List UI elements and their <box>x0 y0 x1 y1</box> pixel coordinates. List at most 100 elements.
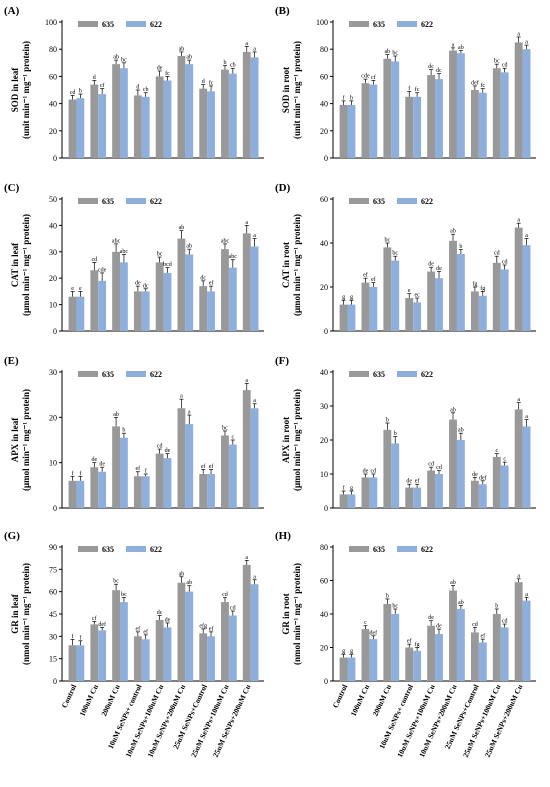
bar <box>413 302 422 331</box>
significance-label: a <box>253 233 256 239</box>
significance-label: de <box>436 266 442 272</box>
legend-label: 622 <box>150 20 162 29</box>
significance-label: a <box>188 410 191 416</box>
y-axis-label: (μmol min⁻¹ mg⁻¹ protein) <box>21 389 31 491</box>
significance-label: a <box>517 218 520 224</box>
y-tick-label: 0 <box>324 154 328 163</box>
panel-6: (G) GR in leaf (nmol min⁻¹ mg⁻¹ protein) 0 1… <box>4 530 264 759</box>
significance-label: c <box>231 435 234 441</box>
bar <box>76 296 85 331</box>
bar <box>492 262 501 331</box>
significance-label: a <box>525 592 528 598</box>
significance-label: ab <box>385 49 391 55</box>
panel-letter: (H) <box>275 530 291 542</box>
bar <box>221 435 229 508</box>
significance-label: de <box>363 469 369 475</box>
significance-label: ab <box>450 407 456 413</box>
legend-label: 622 <box>421 370 433 379</box>
significance-label: dc <box>157 610 163 616</box>
bar <box>456 254 465 331</box>
bar <box>413 487 422 508</box>
legend-label: 635 <box>373 197 385 206</box>
x-category-label: Control <box>331 683 350 709</box>
bar <box>492 457 501 508</box>
significance-label: fg <box>480 285 485 292</box>
significance-label: c <box>495 448 498 454</box>
bar <box>514 42 523 158</box>
y-axis-label: SOD in root <box>281 67 291 113</box>
bar <box>133 476 142 508</box>
bar <box>413 650 422 681</box>
y-axis-label: GR in root <box>281 593 291 634</box>
bar <box>177 238 186 331</box>
significance-label: de <box>157 65 163 71</box>
y-tick-label: 60 <box>320 195 328 204</box>
significance-label: de <box>165 448 171 454</box>
bar <box>427 271 436 331</box>
significance-label: de <box>91 457 97 463</box>
legend-label: 622 <box>421 545 433 554</box>
significance-label: dc <box>143 283 149 289</box>
significance-label: d <box>93 75 96 81</box>
significance-label: a <box>245 220 248 226</box>
y-tick-label: 90 <box>49 543 57 552</box>
bar <box>185 424 194 508</box>
significance-label: ab <box>186 580 192 586</box>
bar <box>435 79 443 158</box>
bar <box>177 582 186 681</box>
bar <box>98 94 107 158</box>
significance-label: fg <box>415 641 420 648</box>
legend-swatch <box>349 198 369 204</box>
bar <box>90 84 99 158</box>
legend-label: 635 <box>373 20 385 29</box>
significance-label: ab <box>113 55 119 61</box>
significance-label: cde <box>361 74 370 80</box>
y-tick-label: 40 <box>320 239 328 248</box>
y-axis-label: (unit min⁻¹ mg⁻¹ protein) <box>292 41 302 139</box>
bar <box>163 272 172 331</box>
bar <box>361 282 370 331</box>
bar <box>185 64 194 158</box>
bar <box>199 474 208 508</box>
significance-label: de <box>99 462 105 468</box>
significance-label: bc <box>385 238 391 244</box>
legend-label: 622 <box>421 20 433 29</box>
significance-label: bc <box>222 425 228 431</box>
significance-label: cb <box>230 63 236 69</box>
bar <box>369 477 378 508</box>
bar <box>361 629 370 681</box>
y-tick-label: 20 <box>49 127 57 136</box>
y-tick-label: 20 <box>49 274 57 283</box>
bar <box>76 98 85 158</box>
panel-letter: (G) <box>4 530 20 542</box>
y-tick-label: 0 <box>324 327 328 336</box>
significance-label: a <box>525 233 528 239</box>
panel-3: (D) CAT in root (μmol min⁻¹ mg⁻¹ protein) 0… <box>275 182 536 336</box>
y-axis-label: (μmol min⁻¹ mg⁻¹ protein) <box>292 214 302 316</box>
bar <box>155 453 164 508</box>
significance-label: bc <box>494 59 500 65</box>
bar <box>207 474 215 508</box>
bar <box>500 269 509 331</box>
legend-swatch <box>349 21 369 27</box>
significance-label: cd <box>472 622 478 628</box>
bar <box>141 96 150 158</box>
legend-label: 622 <box>150 370 162 379</box>
significance-label: de <box>428 262 434 268</box>
bar <box>339 657 348 681</box>
legend-swatch <box>397 198 417 204</box>
bar <box>141 291 150 331</box>
bar <box>112 426 121 508</box>
significance-label: de <box>165 617 171 623</box>
significance-label: de <box>135 281 141 287</box>
bar <box>98 471 107 508</box>
bar <box>361 83 370 158</box>
y-tick-label: 60 <box>320 72 328 81</box>
significance-label: a <box>245 41 248 47</box>
significance-label: ef <box>407 638 412 645</box>
significance-label: ab <box>179 571 185 577</box>
y-tick-label: 40 <box>49 100 57 109</box>
y-tick-label: 60 <box>49 588 57 597</box>
significance-label: de <box>428 615 434 621</box>
bar <box>470 291 479 331</box>
